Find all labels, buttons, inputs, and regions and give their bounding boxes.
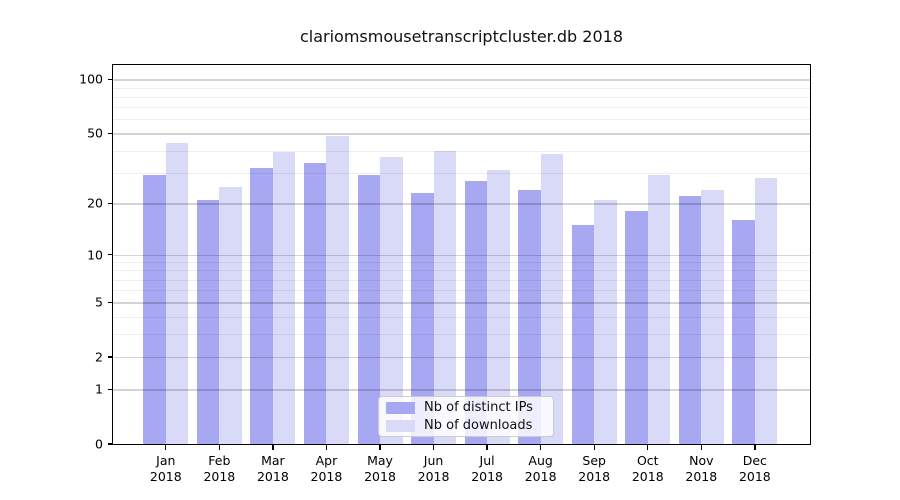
ips-color-swatch bbox=[386, 401, 415, 414]
gridline-major bbox=[113, 79, 810, 81]
legend-item-downloads: Nb of downloads bbox=[386, 418, 546, 433]
x-tick-label: Oct 2018 bbox=[631, 453, 664, 484]
gridline-major bbox=[113, 389, 810, 391]
bar-ips-feb-2018 bbox=[196, 199, 220, 444]
y-tick-label: 0 bbox=[95, 436, 103, 452]
gridline-minor bbox=[113, 279, 810, 281]
bar-ips-jan-2018 bbox=[143, 175, 166, 444]
gridline-minor bbox=[113, 150, 810, 152]
bar-downloads-apr-2018 bbox=[326, 136, 349, 444]
legend-label-downloads: Nb of downloads bbox=[424, 418, 533, 433]
y-tick bbox=[108, 356, 113, 358]
downloads-color-swatch bbox=[386, 419, 415, 432]
bar-downloads-jan-2018 bbox=[165, 143, 189, 444]
y-tick-label: 1 bbox=[95, 381, 103, 397]
bar-downloads-nov-2018 bbox=[701, 189, 724, 444]
bar-ips-dec-2018 bbox=[732, 220, 755, 444]
x-tick bbox=[486, 445, 488, 450]
gridline-minor bbox=[113, 262, 810, 264]
bar-downloads-sep-2018 bbox=[594, 199, 617, 444]
bar-downloads-oct-2018 bbox=[647, 175, 671, 444]
bar-ips-aug-2018 bbox=[518, 189, 541, 444]
bar-ips-nov-2018 bbox=[678, 196, 702, 444]
y-tick-label: 10 bbox=[87, 247, 103, 262]
bar-downloads-jul-2018 bbox=[487, 170, 510, 444]
x-tick-label: Feb 2018 bbox=[203, 453, 236, 484]
bar-ips-jun-2018 bbox=[411, 192, 434, 444]
y-tick bbox=[108, 202, 113, 205]
y-tick bbox=[108, 78, 113, 80]
gridline-minor bbox=[113, 87, 810, 89]
y-tick bbox=[108, 443, 113, 445]
bar-ips-may-2018 bbox=[357, 175, 380, 444]
gridline-major bbox=[113, 302, 810, 304]
x-tick bbox=[218, 445, 221, 450]
bar-ips-sep-2018 bbox=[571, 224, 595, 444]
x-tick-label: Jan 2018 bbox=[149, 453, 182, 484]
gridline-minor bbox=[113, 270, 810, 272]
gridline-minor bbox=[113, 172, 810, 174]
bar-ips-jul-2018 bbox=[464, 180, 488, 444]
legend: Nb of distinct IPs Nb of downloads bbox=[378, 396, 554, 437]
legend-label-ips: Nb of distinct IPs bbox=[424, 400, 533, 415]
gridline-minor bbox=[113, 316, 810, 318]
x-tick bbox=[539, 445, 542, 450]
bar-downloads-jun-2018 bbox=[433, 150, 457, 444]
x-tick-label: Sep 2018 bbox=[578, 453, 611, 484]
x-tick bbox=[165, 445, 167, 450]
x-tick-label: Jun 2018 bbox=[417, 453, 450, 484]
chart-title: clariomsmousetranscriptcluster.db 2018 bbox=[299, 27, 623, 46]
bar-downloads-may-2018 bbox=[380, 156, 403, 444]
bar-downloads-aug-2018 bbox=[540, 154, 564, 444]
y-tick bbox=[108, 301, 113, 304]
x-tick bbox=[272, 445, 274, 450]
x-tick bbox=[700, 445, 702, 450]
bar-downloads-dec-2018 bbox=[754, 177, 778, 444]
x-tick bbox=[379, 445, 381, 450]
gridline-major bbox=[113, 254, 810, 256]
x-tick bbox=[754, 445, 756, 450]
x-tick bbox=[593, 445, 595, 450]
gridline-minor bbox=[113, 119, 810, 121]
gridline-major bbox=[113, 133, 810, 135]
x-tick-label: Apr 2018 bbox=[310, 453, 343, 484]
x-tick-label: May 2018 bbox=[364, 453, 396, 484]
x-tick-label: Mar 2018 bbox=[256, 453, 289, 484]
gridline-minor bbox=[113, 107, 810, 109]
y-tick-label: 20 bbox=[87, 195, 103, 211]
bar-downloads-mar-2018 bbox=[272, 152, 296, 444]
x-tick-label: Dec 2018 bbox=[738, 453, 771, 484]
legend-item-distinct-ips: Nb of distinct IPs bbox=[386, 400, 546, 415]
y-tick bbox=[108, 253, 113, 256]
x-tick bbox=[325, 445, 328, 450]
x-tick-label: Jul 2018 bbox=[471, 453, 503, 484]
gridline-minor bbox=[113, 290, 810, 292]
y-tick-label: 100 bbox=[79, 71, 103, 87]
y-tick-label: 50 bbox=[87, 125, 103, 141]
y-tick bbox=[108, 132, 113, 134]
y-tick bbox=[108, 388, 113, 390]
x-tick bbox=[647, 445, 649, 450]
gridline-major bbox=[113, 357, 810, 359]
gridline-minor bbox=[113, 96, 810, 98]
x-tick-label: Aug 2018 bbox=[524, 453, 557, 484]
x-tick-label: Nov 2018 bbox=[685, 453, 718, 484]
y-tick-label: 5 bbox=[95, 294, 103, 310]
bar-downloads-feb-2018 bbox=[219, 186, 242, 444]
bar-ips-apr-2018 bbox=[303, 163, 327, 444]
bar-ips-oct-2018 bbox=[625, 211, 648, 444]
gridline-major bbox=[113, 203, 810, 205]
x-tick bbox=[432, 445, 435, 450]
y-tick-label: 2 bbox=[95, 349, 103, 365]
gridline-minor bbox=[113, 334, 810, 336]
bar-ips-mar-2018 bbox=[250, 167, 273, 444]
